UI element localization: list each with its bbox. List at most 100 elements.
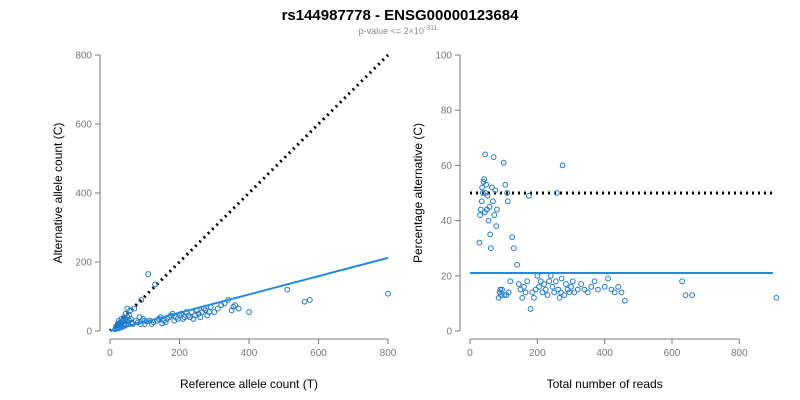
data-point bbox=[502, 181, 509, 188]
data-point bbox=[476, 239, 483, 246]
data-point bbox=[246, 309, 252, 315]
data-point bbox=[494, 206, 500, 213]
data-point bbox=[482, 151, 489, 158]
data-point bbox=[490, 154, 497, 161]
data-point bbox=[211, 309, 218, 315]
data-point bbox=[485, 217, 492, 224]
data-point bbox=[197, 314, 204, 321]
data-point bbox=[546, 278, 553, 285]
data-point bbox=[595, 286, 601, 293]
data-point bbox=[148, 321, 155, 328]
data-point bbox=[232, 302, 239, 309]
data-point bbox=[605, 275, 611, 282]
x-tick-label: 600 bbox=[664, 348, 681, 359]
y-tick-label: 40 bbox=[441, 216, 453, 227]
data-point bbox=[138, 297, 145, 303]
data-point bbox=[504, 198, 511, 205]
data-point bbox=[493, 223, 500, 230]
data-point bbox=[483, 181, 490, 188]
data-point bbox=[230, 303, 237, 310]
data-point bbox=[689, 292, 696, 299]
data-point bbox=[552, 278, 559, 285]
right-scatter-panel: 0 200 400 600 800 0 20 40 60 80 100 Total number of… bbox=[411, 51, 780, 391]
data-point bbox=[588, 283, 595, 290]
data-point bbox=[510, 245, 517, 252]
data-point bbox=[484, 192, 491, 199]
data-point bbox=[542, 286, 549, 293]
subtitle-prefix: p-value <= 2×10 bbox=[359, 26, 424, 36]
reference-line bbox=[108, 53, 390, 333]
data-point bbox=[507, 278, 514, 285]
figure-title: rs144987778 - ENSG00000123684 bbox=[282, 7, 520, 24]
y-tick-label: 600 bbox=[75, 120, 92, 131]
data-point bbox=[477, 212, 484, 218]
data-point bbox=[615, 283, 622, 290]
x-tick-label: 0 bbox=[107, 348, 113, 359]
data-point bbox=[539, 289, 546, 296]
data-point bbox=[531, 294, 537, 301]
fit-line bbox=[109, 256, 389, 332]
data-point bbox=[499, 286, 505, 293]
data-point bbox=[558, 289, 564, 296]
data-point bbox=[621, 297, 628, 304]
data-point bbox=[601, 283, 608, 290]
y-axis-label: Percentage alternative (C) bbox=[411, 123, 425, 263]
y-axis-label: Alternative allele count (C) bbox=[51, 123, 65, 264]
data-point bbox=[131, 305, 138, 312]
data-point bbox=[559, 162, 566, 169]
figure-subtitle: p-value <= 2×10-311 bbox=[359, 25, 438, 36]
data-point bbox=[486, 203, 493, 210]
x-tick-label: 200 bbox=[171, 348, 188, 359]
data-point bbox=[618, 289, 625, 296]
data-point bbox=[611, 289, 618, 296]
x-tick-label: 400 bbox=[596, 348, 613, 359]
data-point bbox=[152, 281, 159, 288]
data-point bbox=[584, 289, 591, 296]
x-tick-label: 800 bbox=[380, 348, 397, 359]
data-point bbox=[498, 292, 504, 299]
data-point bbox=[235, 305, 242, 312]
x-axis-label: Reference allele count (T) bbox=[180, 377, 318, 391]
y-tick-label: 0 bbox=[446, 327, 452, 338]
data-point bbox=[514, 261, 521, 268]
data-point bbox=[488, 184, 495, 191]
data-point bbox=[492, 187, 499, 194]
data-point bbox=[491, 212, 498, 218]
data-point bbox=[558, 275, 565, 282]
data-point bbox=[127, 316, 134, 322]
x-tick-label: 800 bbox=[731, 348, 748, 359]
data-point bbox=[520, 283, 527, 290]
data-point bbox=[185, 312, 192, 319]
x-tick-label: 600 bbox=[310, 348, 327, 359]
data-point bbox=[679, 278, 685, 285]
data-point bbox=[509, 234, 515, 241]
data-point bbox=[515, 281, 522, 287]
data-point bbox=[477, 206, 484, 213]
data-point bbox=[544, 292, 551, 299]
data-point bbox=[553, 190, 560, 196]
y-tick-label: 80 bbox=[441, 106, 453, 117]
data-point bbox=[682, 292, 689, 299]
data-point bbox=[497, 286, 504, 293]
x-tick-label: 400 bbox=[241, 348, 258, 359]
data-point bbox=[555, 286, 562, 293]
data-point bbox=[536, 283, 542, 290]
data-point bbox=[489, 198, 496, 205]
y-tick-label: 60 bbox=[441, 161, 453, 172]
data-point bbox=[214, 305, 221, 312]
x-tick-label: 200 bbox=[529, 348, 546, 359]
data-point bbox=[505, 289, 512, 296]
data-point bbox=[534, 272, 541, 279]
data-point bbox=[133, 317, 139, 324]
x-tick-label: 0 bbox=[467, 348, 473, 359]
data-point bbox=[547, 272, 554, 279]
data-point bbox=[773, 294, 780, 301]
data-point bbox=[527, 306, 534, 312]
data-point bbox=[563, 281, 569, 287]
data-point bbox=[526, 192, 532, 199]
data-point bbox=[487, 245, 494, 252]
y-tick-label: 0 bbox=[86, 327, 92, 338]
x-axis-label: Total number of reads bbox=[547, 377, 663, 391]
data-point bbox=[529, 289, 536, 296]
